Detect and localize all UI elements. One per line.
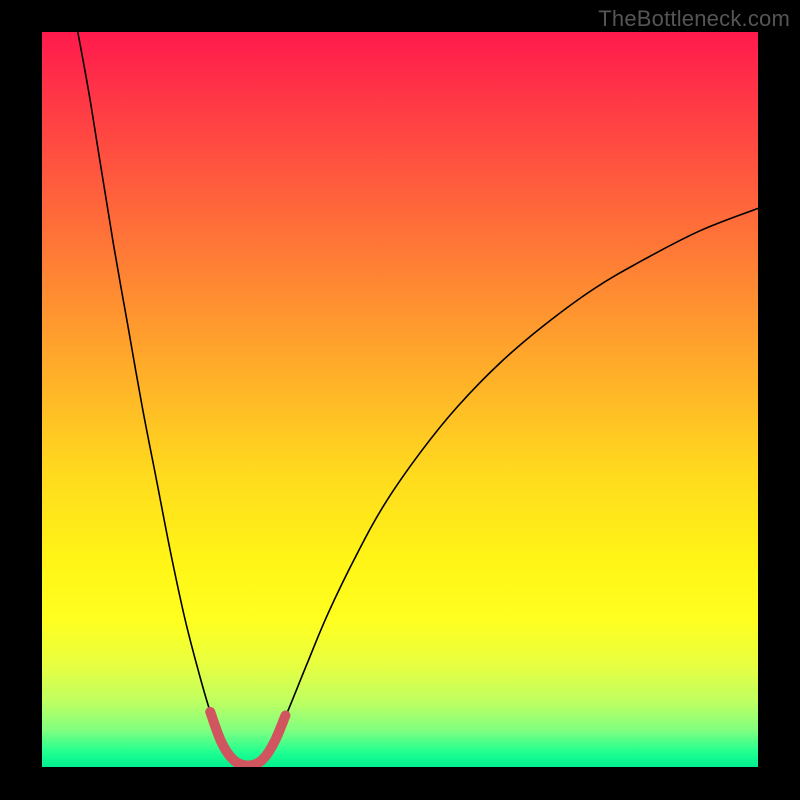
bottleneck-curve xyxy=(78,32,758,766)
watermark-text: TheBottleneck.com xyxy=(598,6,790,32)
curve-layer xyxy=(42,32,758,767)
bottleneck-highlight xyxy=(210,712,285,766)
plot-area xyxy=(42,32,758,767)
chart-container: TheBottleneck.com xyxy=(0,0,800,800)
